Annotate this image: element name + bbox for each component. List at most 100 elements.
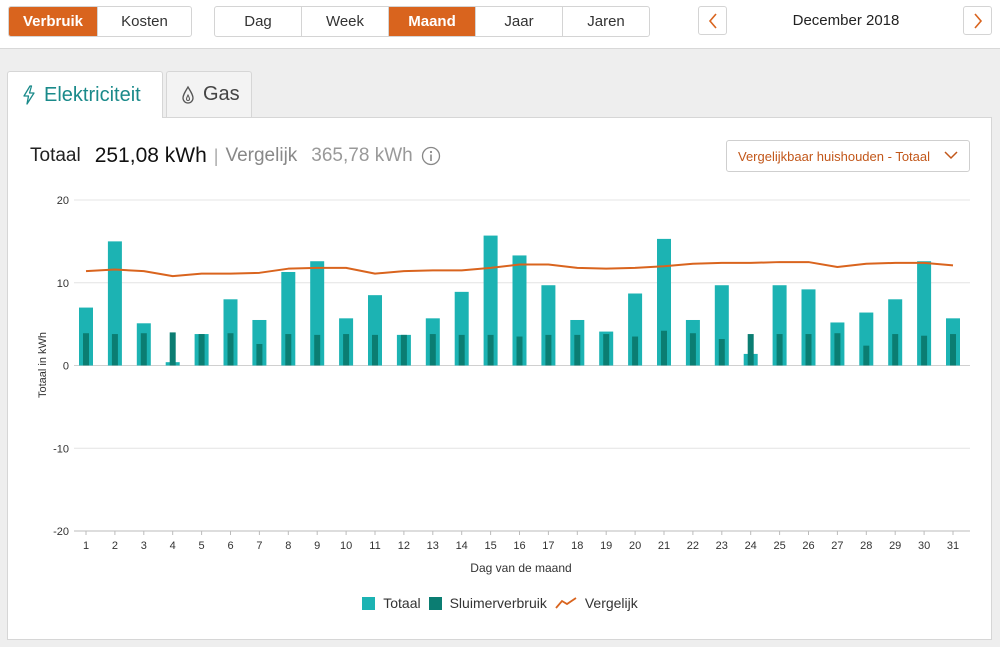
tab-gas[interactable]: Gas <box>166 71 252 117</box>
info-button[interactable] <box>421 146 441 166</box>
x-tick-label: 28 <box>860 540 872 552</box>
period-maand-button[interactable]: Maand <box>389 7 476 36</box>
x-tick-label: 3 <box>141 540 147 552</box>
bar-sluimer <box>487 334 494 366</box>
chevron-right-icon <box>973 12 982 29</box>
x-tick-label: 29 <box>889 540 901 552</box>
bar-sluimer <box>776 334 783 366</box>
toolbar: Verbruik Kosten Dag Week Maand Jaar Jare… <box>0 0 1000 49</box>
legend-item-sluimer[interactable]: Sluimerverbruik <box>428 595 547 611</box>
bar-sluimer <box>285 334 292 366</box>
bar-totaal <box>772 285 787 366</box>
usage-summary: Totaal 251,08 kWh | Vergelijk 365,78 kWh <box>30 143 441 169</box>
chart-legend: Totaal Sluimerverbruik Vergelijk <box>0 595 1000 611</box>
x-tick-label: 22 <box>687 540 699 552</box>
x-tick-label: 7 <box>256 540 262 552</box>
chevron-left-icon <box>708 12 717 29</box>
x-tick-label: 14 <box>456 540 468 552</box>
x-tick-label: 25 <box>773 540 785 552</box>
x-tick-label: 18 <box>571 540 583 552</box>
bar-sluimer <box>169 332 176 366</box>
x-tick-label: 9 <box>314 540 320 552</box>
bar-sluimer <box>892 334 899 366</box>
bar-sluimer <box>314 334 321 366</box>
legend-label-totaal: Totaal <box>383 595 421 611</box>
bar-totaal <box>917 261 932 366</box>
x-tick-label: 19 <box>600 540 612 552</box>
tab-elektriciteit[interactable]: Elektriciteit <box>7 71 163 118</box>
x-tick-label: 8 <box>285 540 291 552</box>
x-tick-label: 4 <box>170 540 176 552</box>
period-jaren-button[interactable]: Jaren <box>587 13 625 30</box>
mode-switch: Verbruik Kosten <box>8 6 192 37</box>
previous-period-button[interactable] <box>698 6 727 35</box>
compare-select[interactable]: Vergelijkbaar huishouden - Totaal <box>726 140 970 172</box>
bar-sluimer <box>227 333 234 366</box>
y-tick-label: 20 <box>57 195 69 207</box>
bar-sluimer <box>805 334 812 366</box>
bar-sluimer <box>950 334 956 366</box>
bar-totaal <box>657 238 671 366</box>
bar-totaal <box>859 312 874 366</box>
bar-sluimer <box>516 336 523 366</box>
x-tick-label: 15 <box>484 540 496 552</box>
tab-gas-label: Gas <box>203 83 240 105</box>
bar-sluimer <box>198 334 205 366</box>
bar-totaal <box>281 271 296 366</box>
x-tick-label: 12 <box>398 540 410 552</box>
legend-item-totaal[interactable]: Totaal <box>362 595 421 611</box>
compare-label: Vergelijk <box>225 145 298 166</box>
x-tick-label: 6 <box>227 540 233 552</box>
mode-verbruik-button[interactable]: Verbruik <box>9 7 98 36</box>
x-tick-label: 26 <box>802 540 814 552</box>
y-tick-label: 0 <box>63 361 69 373</box>
x-tick-label: 16 <box>513 540 525 552</box>
x-tick-label: 31 <box>947 540 959 552</box>
x-tick-label: 2 <box>112 540 118 552</box>
chart-card <box>7 117 992 640</box>
info-icon <box>421 146 440 166</box>
bar-totaal <box>454 291 469 366</box>
period-jaar-button[interactable]: Jaar <box>476 7 563 36</box>
x-tick-label: 1 <box>83 540 89 552</box>
legend-swatch-vergelijk <box>555 597 577 609</box>
bar-totaal <box>223 299 238 366</box>
bar-sluimer <box>603 334 610 366</box>
bar-sluimer <box>545 334 552 366</box>
period-switch: Dag Week Maand Jaar Jaren <box>214 6 650 37</box>
bar-sluimer <box>661 330 667 366</box>
compare-select-value: Vergelijkbaar huishouden - Totaal <box>738 148 931 164</box>
next-period-button[interactable] <box>963 6 992 35</box>
bar-totaal <box>252 319 267 366</box>
lightning-icon <box>23 85 35 105</box>
y-tick-label: 10 <box>57 278 69 290</box>
bar-totaal <box>107 241 122 366</box>
period-week-button[interactable]: Week <box>302 7 389 36</box>
x-tick-label: 17 <box>542 540 554 552</box>
tab-elektriciteit-label: Elektriciteit <box>44 83 141 106</box>
bar-sluimer <box>689 333 696 366</box>
bar-sluimer <box>747 334 754 366</box>
y-tick-label: -20 <box>53 526 69 538</box>
x-tick-label: 20 <box>629 540 641 552</box>
legend-item-vergelijk[interactable]: Vergelijk <box>555 595 638 611</box>
chevron-down-icon <box>944 151 958 160</box>
bar-totaal <box>801 289 816 366</box>
flame-drop-icon <box>182 85 194 104</box>
x-tick-label: 23 <box>716 540 728 552</box>
y-axis-label: Totaal in kWh <box>37 332 49 398</box>
bar-sluimer <box>921 335 928 366</box>
x-tick-label: 27 <box>831 540 843 552</box>
bar-sluimer <box>400 334 407 366</box>
chart-compare-line <box>85 261 954 278</box>
bar-totaal <box>368 295 382 366</box>
bar-sluimer <box>863 345 870 366</box>
legend-label-vergelijk: Vergelijk <box>584 595 638 611</box>
bar-sluimer <box>111 334 118 366</box>
compare-value: 365,78 kWh <box>311 145 413 166</box>
bar-totaal <box>888 299 903 366</box>
mode-kosten-button[interactable]: Kosten <box>121 13 168 30</box>
period-dag-button[interactable]: Dag <box>215 7 302 36</box>
